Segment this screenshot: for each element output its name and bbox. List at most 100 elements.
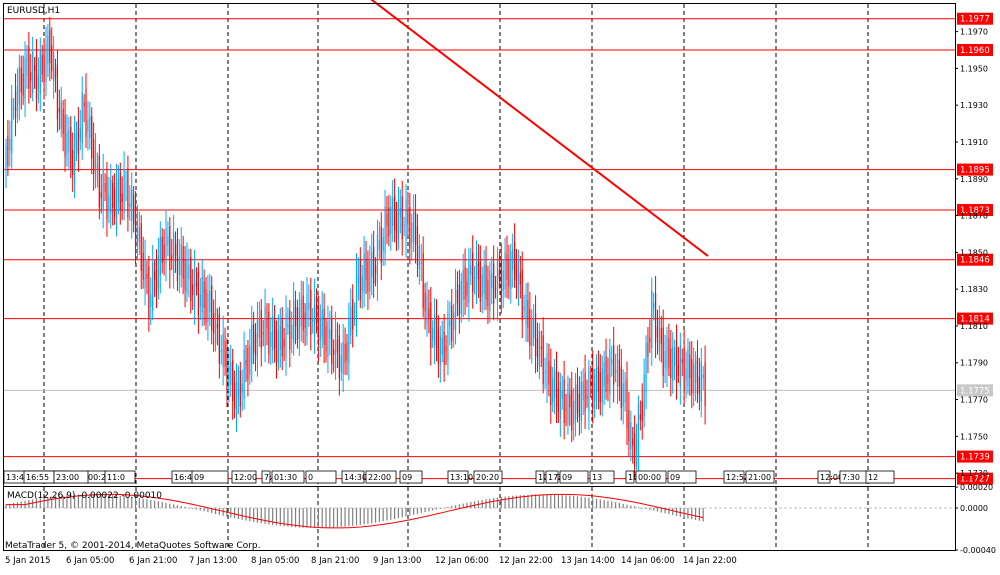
macd-histogram-bar bbox=[146, 499, 148, 508]
candle-body bbox=[7, 135, 9, 166]
macd-histogram-bar bbox=[603, 500, 605, 508]
macd-histogram-bar bbox=[630, 505, 632, 508]
level-price-badge bbox=[957, 163, 993, 176]
candle-body bbox=[108, 195, 110, 211]
macd-histogram-bar bbox=[508, 496, 510, 508]
candle-body bbox=[133, 195, 135, 225]
candle-body bbox=[148, 266, 150, 320]
candle-body bbox=[167, 236, 169, 246]
candle-body bbox=[506, 253, 508, 280]
macd-histogram-bar bbox=[245, 508, 247, 521]
macd-histogram-bar bbox=[207, 508, 209, 513]
macd-histogram-bar bbox=[260, 508, 262, 524]
candle-body bbox=[342, 341, 344, 374]
trendline[interactable] bbox=[370, 0, 709, 257]
y-axis-tick-label: 1.1950 bbox=[960, 64, 988, 73]
candle-body bbox=[521, 269, 523, 321]
candle-body bbox=[428, 307, 430, 319]
macd-histogram-bar bbox=[253, 508, 255, 522]
macd-histogram-bar bbox=[340, 508, 342, 527]
candle-body bbox=[639, 414, 641, 420]
candle-body bbox=[595, 363, 598, 402]
candle-body bbox=[683, 347, 685, 391]
candle-body bbox=[426, 295, 428, 325]
period-label-box bbox=[53, 470, 89, 484]
candle-body bbox=[16, 86, 19, 112]
candle-body bbox=[504, 251, 506, 289]
candle-body bbox=[73, 132, 76, 183]
level-price-badge bbox=[957, 312, 993, 325]
candle-body bbox=[306, 293, 308, 337]
period-label-text: 12:00 bbox=[234, 473, 257, 482]
macd-histogram-bar bbox=[702, 508, 704, 522]
candle-body bbox=[68, 129, 70, 152]
macd-histogram-bar bbox=[569, 495, 571, 508]
candle-body bbox=[180, 244, 182, 276]
candle-body bbox=[249, 344, 251, 375]
macd-histogram-bar bbox=[199, 508, 201, 511]
macd-histogram-bar bbox=[313, 508, 316, 528]
candle-body bbox=[660, 328, 662, 345]
macd-histogram-bar bbox=[573, 495, 575, 508]
candle-body bbox=[119, 172, 121, 211]
candle-body bbox=[443, 331, 445, 364]
macd-histogram-bar bbox=[66, 495, 68, 508]
macd-histogram-bar bbox=[119, 495, 121, 508]
macd-histogram-bar bbox=[534, 494, 537, 508]
candle-body bbox=[416, 226, 419, 266]
candle-body bbox=[576, 384, 579, 413]
macd-histogram-bar bbox=[393, 508, 396, 519]
x-axis-tick-label: 12 Jan 22:00 bbox=[499, 556, 553, 566]
macd-histogram-bar bbox=[599, 499, 601, 508]
candle-body bbox=[573, 400, 575, 425]
candle-body bbox=[331, 319, 333, 365]
candle-body bbox=[628, 409, 630, 442]
macd-histogram-bar bbox=[321, 508, 323, 528]
candle-body bbox=[195, 281, 198, 288]
candle-body bbox=[199, 294, 201, 307]
candle-body bbox=[5, 145, 7, 170]
macd-histogram-bar bbox=[367, 508, 369, 524]
candle-body bbox=[283, 339, 285, 348]
candle-body bbox=[533, 318, 535, 338]
macd-histogram-bar bbox=[310, 508, 312, 528]
candle-body bbox=[393, 195, 396, 231]
macd-histogram-bar bbox=[390, 508, 392, 520]
period-label-text: 00:00 bbox=[638, 473, 661, 482]
candle-body bbox=[33, 65, 36, 71]
macd-histogram-bar bbox=[565, 495, 567, 508]
candle-body bbox=[270, 332, 272, 347]
candle-body bbox=[58, 107, 60, 113]
macd-histogram-bar bbox=[112, 495, 114, 508]
macd-histogram-bar bbox=[104, 494, 106, 508]
candle-body bbox=[514, 241, 516, 280]
candle-body bbox=[277, 330, 279, 363]
candle-body bbox=[517, 259, 520, 293]
macd-histogram-bar bbox=[405, 508, 407, 517]
candle-body bbox=[279, 325, 281, 350]
macd-histogram-bar bbox=[557, 494, 560, 508]
candle-body bbox=[186, 260, 188, 294]
candle-body bbox=[584, 372, 586, 412]
macd-histogram-bar bbox=[416, 508, 419, 514]
candle-body bbox=[91, 116, 93, 159]
macd-histogram-bar bbox=[614, 502, 617, 508]
candle-body bbox=[641, 401, 643, 422]
macd-histogram-bar bbox=[127, 496, 129, 508]
candle-body bbox=[674, 347, 676, 366]
candle-body bbox=[681, 359, 683, 363]
candle-body bbox=[193, 268, 196, 308]
macd-y-tick-label: 0.0000 bbox=[960, 504, 988, 513]
candle-body bbox=[542, 335, 544, 385]
candle-body bbox=[544, 371, 546, 373]
macd-histogram-bar bbox=[409, 508, 411, 516]
y-axis-tick-label: 1.1970 bbox=[960, 28, 988, 37]
candle-body bbox=[353, 310, 356, 313]
candle-body bbox=[599, 372, 601, 402]
macd-histogram-bar bbox=[626, 504, 628, 508]
candle-body bbox=[590, 380, 592, 385]
x-axis-tick-label: 13 Jan 14:00 bbox=[561, 556, 615, 566]
candle-body bbox=[662, 327, 664, 376]
